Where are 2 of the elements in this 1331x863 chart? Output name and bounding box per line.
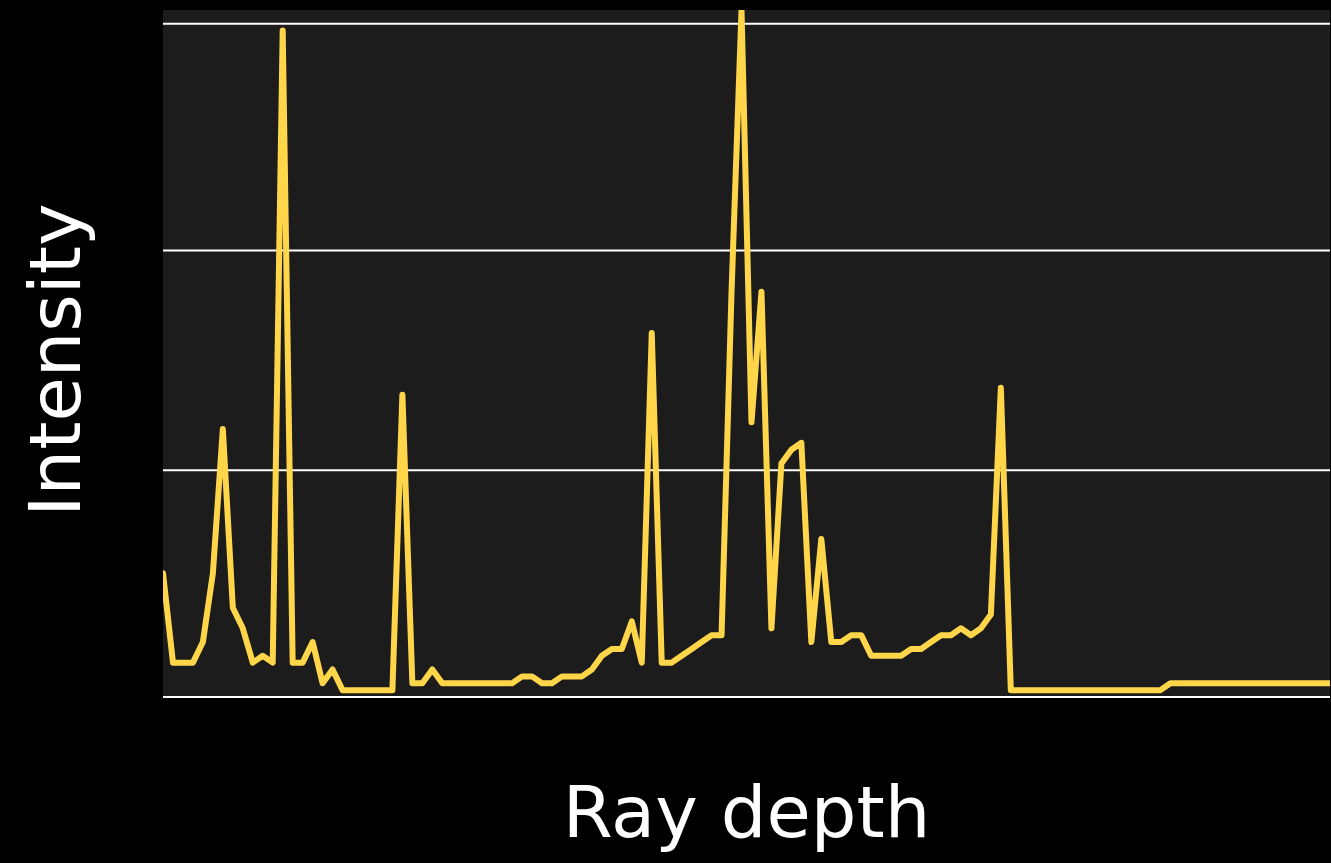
x-axis-title: Ray depth	[561, 770, 932, 854]
y-axis-title: Intensity	[13, 203, 97, 517]
